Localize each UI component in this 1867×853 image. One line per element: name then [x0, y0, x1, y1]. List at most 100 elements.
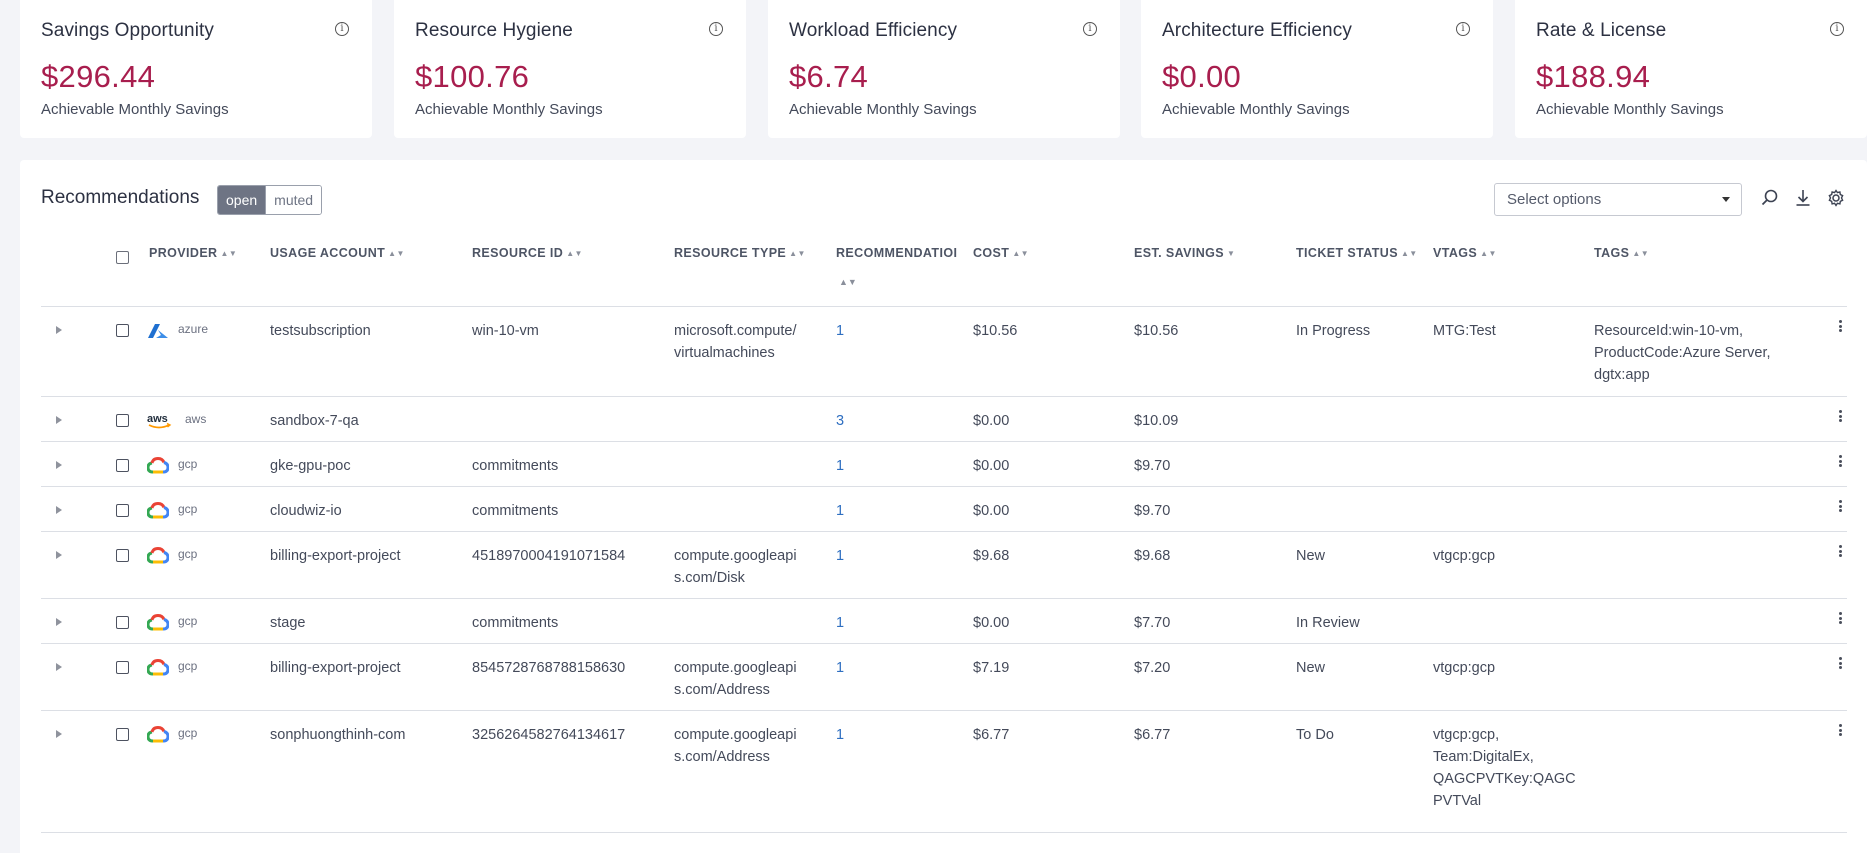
col-usage-account[interactable]: USAGE ACCOUNT ▲▼: [270, 246, 405, 260]
expand-row-icon[interactable]: [56, 730, 62, 738]
resource-id: 3256264582764134617: [472, 727, 626, 743]
recommendation-count-link[interactable]: 1: [836, 660, 845, 676]
col-provider[interactable]: PROVIDER ▲▼: [149, 246, 238, 260]
info-icon[interactable]: i: [1456, 22, 1470, 36]
summary-cards: Savings Opportunity i $296.44 Achievable…: [20, 0, 1867, 138]
provider-label: azure: [178, 322, 209, 336]
vtags: vtgcp:gcp: [1433, 660, 1496, 676]
chevron-down-icon: [1722, 197, 1730, 202]
tags: ResourceId:win-10-vm, ProductCode:Azure S…: [1594, 323, 1771, 383]
cost: $10.56: [973, 323, 1018, 339]
card-value: $188.94: [1536, 59, 1651, 94]
resource-id: 4518970004191071584: [472, 548, 626, 564]
card-title: Rate & License: [1536, 20, 1667, 41]
usage-account: billing-export-project: [270, 660, 401, 676]
provider-label: aws: [185, 412, 207, 426]
row-menu-icon[interactable]: [1839, 612, 1843, 626]
col-resource-id[interactable]: RESOURCE ID ▲▼: [472, 246, 583, 260]
ticket-status: In Review: [1296, 615, 1360, 631]
usage-account: stage: [270, 615, 306, 631]
row-menu-icon[interactable]: [1839, 410, 1843, 424]
row-checkbox[interactable]: [116, 414, 129, 427]
card-title: Resource Hygiene: [415, 20, 573, 41]
col-recommendation[interactable]: RECOMMENDATIOI: [836, 246, 958, 260]
gear-icon[interactable]: [1826, 188, 1846, 208]
provider-label: gcp: [178, 457, 198, 471]
row-checkbox[interactable]: [116, 504, 129, 517]
card-title: Workload Efficiency: [789, 20, 958, 41]
row-menu-icon[interactable]: [1839, 657, 1843, 671]
col-ticket-status[interactable]: TICKET STATUS ▲▼: [1296, 246, 1418, 260]
expand-row-icon[interactable]: [56, 326, 62, 334]
expand-row-icon[interactable]: [56, 506, 62, 514]
info-icon[interactable]: i: [1083, 22, 1097, 36]
expand-row-icon[interactable]: [56, 663, 62, 671]
recommendation-count-link[interactable]: 1: [836, 615, 845, 631]
download-icon[interactable]: [1793, 188, 1813, 208]
row-checkbox[interactable]: [116, 459, 129, 472]
expand-row-icon[interactable]: [56, 461, 62, 469]
sort-icon: ▲▼: [839, 277, 857, 287]
table-row[interactable]: aws aws sandbox-7-qa 3 $0.00 $10.09: [41, 397, 1847, 442]
toggle-muted[interactable]: muted: [265, 186, 322, 214]
row-menu-icon[interactable]: [1839, 455, 1843, 469]
row-checkbox[interactable]: [116, 549, 129, 562]
table-row[interactable]: gcp stage commitments 1 $0.00 $7.70 In Review: [41, 599, 1847, 644]
vtags: vtgcp:gcp: [1433, 548, 1496, 564]
sort-icon: ▲▼: [1632, 249, 1650, 258]
col-cost[interactable]: COST ▲▼: [973, 246, 1029, 260]
row-menu-icon[interactable]: [1839, 320, 1843, 334]
table-row[interactable]: gcp cloudwiz-io commitments 1 $0.00 $9.70: [41, 487, 1847, 532]
resource-id: 8545728768788158630: [472, 660, 626, 676]
row-checkbox[interactable]: [116, 728, 129, 741]
row-menu-icon[interactable]: [1839, 545, 1843, 559]
info-icon[interactable]: i: [1830, 22, 1844, 36]
provider-label: gcp: [178, 547, 198, 561]
table-row[interactable]: gcp billing-export-project 451897000419107…: [41, 532, 1847, 599]
row-checkbox[interactable]: [116, 324, 129, 337]
toggle-open[interactable]: open: [218, 186, 266, 214]
table-row[interactable]: azure testsubscription win-10-vm microsoft.…: [41, 307, 1847, 397]
search-icon[interactable]: [1760, 188, 1780, 208]
col-resource-type[interactable]: RESOURCE TYPE ▲▼: [674, 246, 806, 260]
row-menu-icon[interactable]: [1839, 500, 1843, 514]
expand-row-icon[interactable]: [56, 618, 62, 626]
ticket-status: In Progress: [1296, 323, 1371, 339]
row-menu-icon[interactable]: [1839, 724, 1843, 738]
recommendation-count-link[interactable]: 1: [836, 323, 845, 339]
est-savings: $6.77: [1134, 727, 1171, 743]
est-savings: $7.70: [1134, 615, 1171, 631]
sort-icon: ▲▼: [789, 249, 806, 258]
resource-type: microsoft.compute/virtualmachines: [674, 323, 797, 361]
row-checkbox[interactable]: [116, 661, 129, 674]
sort-icon: ▲▼: [566, 249, 583, 258]
select-all-checkbox[interactable]: [116, 251, 129, 264]
table-row[interactable]: gcp sonphuongthinh-com 3256264582764134617…: [41, 711, 1847, 833]
cost: $9.68: [973, 548, 1010, 564]
recommendation-count-link[interactable]: 1: [836, 503, 845, 519]
expand-row-icon[interactable]: [56, 551, 62, 559]
select-options-dropdown[interactable]: Select options: [1494, 183, 1742, 216]
sort-icon: ▲▼: [1012, 249, 1029, 258]
info-icon[interactable]: i: [335, 22, 349, 36]
recommendation-count-link[interactable]: 3: [836, 413, 845, 429]
table-row[interactable]: gcp gke-gpu-poc commitments 1 $0.00 $9.70: [41, 442, 1847, 487]
recommendation-count-link[interactable]: 1: [836, 458, 845, 474]
card-resource-hygiene: Resource Hygiene i $100.76 Achievable Mo…: [394, 0, 746, 138]
col-est-savings[interactable]: EST. SAVINGS ▼: [1134, 246, 1236, 260]
resource-type: compute.googleapi s.com/Address: [674, 660, 797, 698]
col-tags[interactable]: TAGS ▲▼: [1594, 246, 1650, 260]
sort-icon: ▲▼: [1400, 249, 1418, 258]
table-header: PROVIDER ▲▼ USAGE ACCOUNT ▲▼ RESOURCE ID ▲▼…: [41, 240, 1847, 307]
recommendation-count-link[interactable]: 1: [836, 548, 845, 564]
row-checkbox[interactable]: [116, 616, 129, 629]
card-architecture-efficiency: Architecture Efficiency i $0.00 Achievab…: [1141, 0, 1493, 138]
recommendation-count-link[interactable]: 1: [836, 727, 845, 743]
expand-row-icon[interactable]: [56, 416, 62, 424]
card-value: $100.76: [415, 59, 530, 94]
col-vtags[interactable]: VTAGS ▲▼: [1433, 246, 1497, 260]
info-icon[interactable]: i: [709, 22, 723, 36]
table-row[interactable]: gcp billing-export-project 854572876878815…: [41, 644, 1847, 711]
card-rate-license: Rate & License i $188.94 Achievable Mont…: [1515, 0, 1867, 138]
svg-text:aws: aws: [147, 413, 168, 425]
